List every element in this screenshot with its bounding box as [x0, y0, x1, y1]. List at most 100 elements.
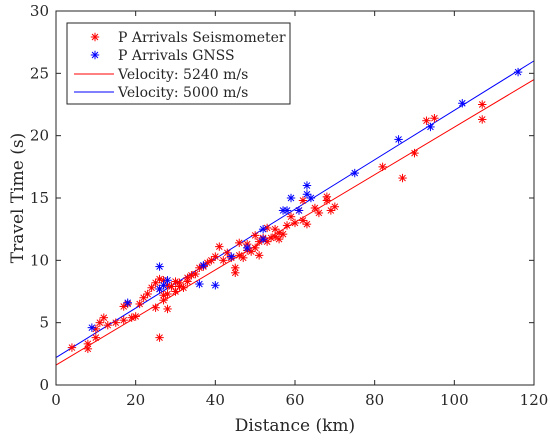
seismometer-point	[314, 208, 324, 218]
gnss-point	[286, 193, 296, 203]
gnss-point	[458, 99, 467, 108]
seismometer-point	[183, 273, 192, 282]
x-tick-label: 80	[365, 391, 384, 409]
velocity-line-3	[55, 60, 535, 358]
seismometer-point	[175, 278, 184, 287]
gnss-point	[258, 234, 268, 244]
seismometer-point	[422, 116, 431, 125]
gnss-point	[87, 323, 97, 332]
seismometer-point	[159, 296, 168, 305]
y-tick-label: 25	[30, 64, 49, 82]
seismometer-point	[223, 248, 232, 258]
legend-box	[66, 22, 291, 105]
gnss-point	[155, 262, 164, 271]
gnss-point	[513, 67, 523, 77]
seismometer-point	[231, 263, 240, 273]
seismometer-point	[147, 283, 156, 292]
seismometer-point	[326, 206, 336, 215]
seismometer-point	[99, 313, 108, 322]
x-tick-label: 120	[520, 391, 549, 409]
seismometer-point	[95, 318, 105, 327]
seismometer-point	[282, 221, 292, 230]
y-tick-label: 10	[30, 251, 49, 269]
seismometer-point	[155, 333, 164, 342]
seismometer-point	[67, 343, 77, 352]
seismometer-point	[254, 251, 264, 260]
seismometer-point	[119, 315, 128, 325]
seismometer-point	[103, 320, 112, 330]
gnss-point	[159, 281, 168, 290]
seismometer-point	[290, 218, 300, 228]
seismometer-point	[219, 256, 228, 265]
y-tick-label: 0	[39, 376, 49, 394]
seismometer-point	[298, 196, 308, 205]
legend-symbols	[74, 32, 114, 93]
seismometer-point	[310, 203, 320, 213]
seismometer-point	[191, 269, 200, 279]
seismometer-point	[250, 243, 260, 253]
axis-ticks: 0 20 40 60 80 100 120 0 5 10 15 20 25 30	[30, 2, 548, 409]
gnss-point	[350, 168, 359, 178]
gnss-point	[211, 281, 220, 290]
gnss-point	[426, 122, 435, 132]
gnss-point	[227, 252, 236, 261]
seismometer-point	[278, 229, 288, 239]
x-tick-label: 100	[440, 391, 469, 409]
legend-label-gnss: P Arrivals GNSS	[118, 48, 235, 64]
seismometer-point	[286, 212, 296, 221]
seismometer-point	[211, 252, 220, 261]
legend-label-seismometer: P Arrivals Seismometer	[118, 30, 286, 46]
y-tick-label: 20	[30, 127, 49, 145]
x-tick-label: 60	[285, 391, 304, 409]
seismometer-point	[171, 287, 180, 296]
seismometer-point	[135, 299, 144, 309]
legend-label-velocity-5000: Velocity: 5000 m/s	[117, 85, 248, 101]
seismometer-point	[250, 231, 260, 240]
seismometer-point	[239, 253, 248, 263]
seismometer-point	[163, 304, 172, 314]
seismometer-point	[322, 192, 332, 201]
seismometer-point	[143, 289, 152, 299]
gnss-point	[258, 224, 268, 234]
legend-marker-gnss	[90, 50, 100, 60]
seismometer-point	[131, 312, 140, 321]
gnss-point	[282, 206, 292, 215]
x-tick-label: 20	[126, 391, 145, 409]
legend-marker-seismometer	[90, 32, 100, 42]
seismometer-point	[378, 162, 387, 172]
legend: P Arrivals Seismometer P Arrivals GNSS V…	[66, 22, 291, 105]
seismometer-point	[179, 283, 188, 292]
y-axis-title: Travel Time (s)	[8, 133, 28, 263]
y-tick-label: 30	[30, 2, 49, 20]
seismometer-point	[398, 173, 407, 183]
seismometer-point	[410, 148, 419, 158]
seismometer-point	[215, 242, 224, 251]
seismometer-point	[235, 238, 244, 248]
x-axis-title: Distance (km)	[235, 416, 355, 436]
seismometer-point	[330, 202, 340, 211]
gnss-point	[155, 284, 164, 294]
x-tick-label: 40	[206, 391, 225, 409]
gnss-point	[123, 298, 132, 307]
gnss-point	[294, 206, 304, 215]
seismometer-point	[430, 114, 439, 123]
y-tick-label: 5	[39, 314, 49, 332]
gnss-point	[195, 279, 204, 289]
seismometer-point	[207, 256, 216, 265]
seismometer-point	[167, 282, 176, 291]
gnss-point	[199, 261, 208, 270]
legend-label-velocity-5240: Velocity: 5240 m/s	[117, 67, 248, 83]
seismometer-point	[302, 219, 312, 229]
seismometer-point	[83, 339, 93, 349]
x-tick-label: 0	[51, 391, 61, 409]
seismometer-point	[151, 303, 160, 312]
gnss-point	[302, 181, 312, 190]
seismometer-point	[478, 100, 487, 109]
seismometer-point	[111, 318, 120, 327]
gnss-point	[394, 135, 403, 144]
data-markers	[67, 67, 523, 354]
gnss-point	[243, 243, 252, 253]
gnss-point	[306, 193, 316, 203]
